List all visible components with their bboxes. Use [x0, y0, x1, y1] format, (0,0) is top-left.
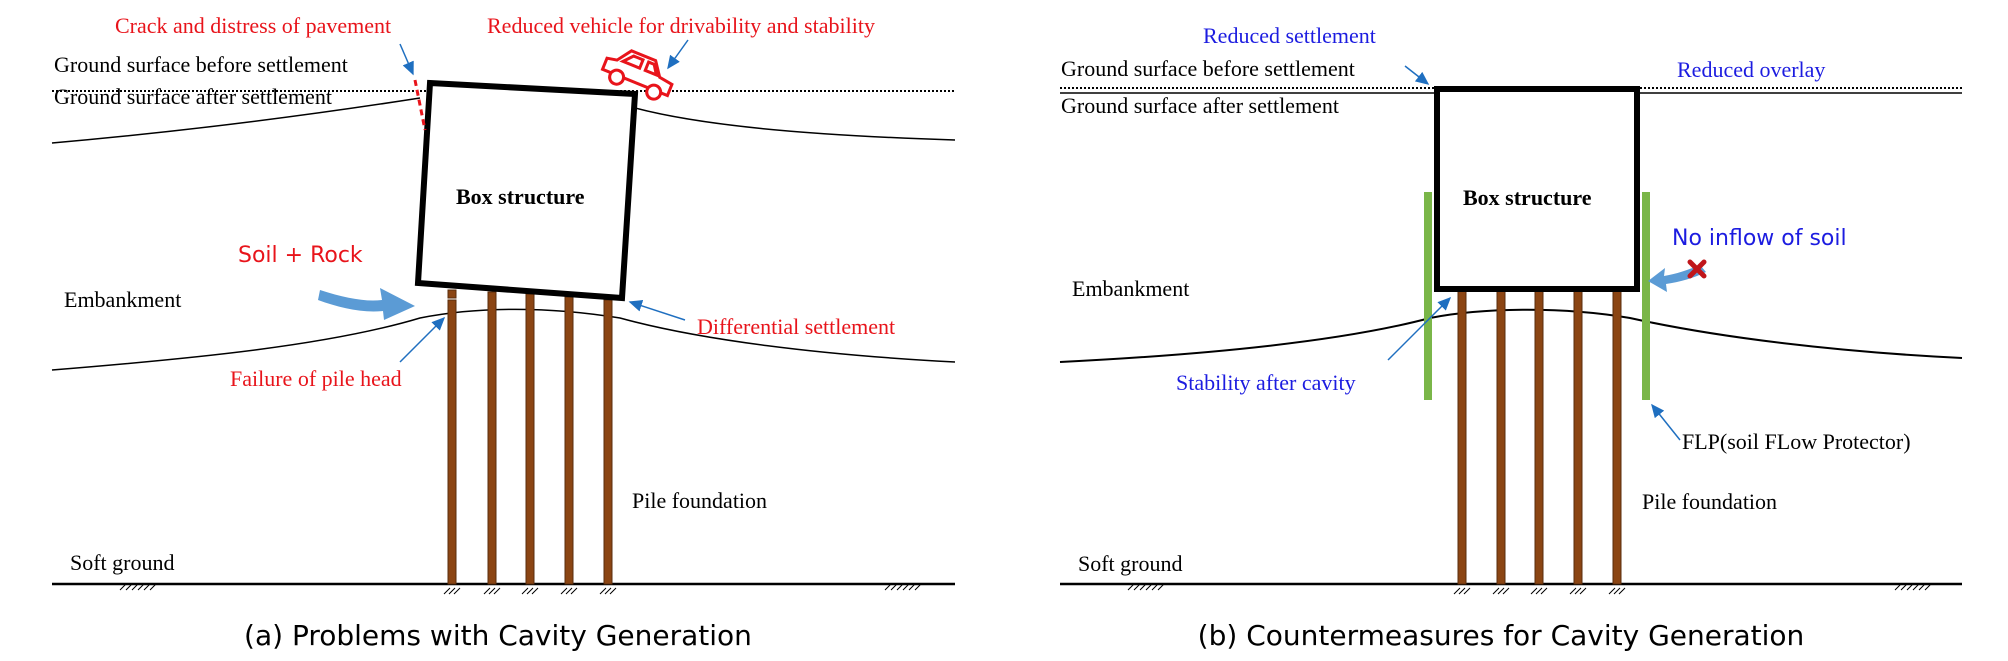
- soft-ground-label-a: Soft ground: [70, 550, 175, 575]
- ground-before-label-a: Ground surface before settlement: [54, 52, 348, 77]
- pile: [1573, 289, 1583, 585]
- reduced-settlement-label: Reduced settlement: [1203, 23, 1376, 48]
- flp-right: [1642, 192, 1650, 400]
- cross-icon: [1687, 259, 1707, 279]
- pile: [525, 293, 535, 585]
- box-structure-a: [414, 79, 639, 302]
- reduced-overlay-label: Reduced overlay: [1677, 57, 1825, 82]
- pile: [1534, 289, 1544, 585]
- ground-after-line-a: [51, 97, 956, 144]
- pile-head-broken: [447, 289, 457, 299]
- ground-before-label-b: Ground surface before settlement: [1061, 56, 1355, 81]
- embankment-label-a: Embankment: [64, 287, 181, 312]
- reduced-settlement-pointer: [1404, 65, 1430, 85]
- pile-toe-hatch-b: [1453, 587, 1626, 595]
- flp-pointer: [1651, 403, 1681, 441]
- ground-after-label-a: Ground surface after settlement: [54, 84, 332, 109]
- vehicle-label: Reduced vehicle for drivability and stab…: [487, 13, 875, 38]
- piles-a: [447, 289, 613, 585]
- pile-foundation-label-a: Pile foundation: [632, 488, 767, 513]
- differential-pointer: [628, 300, 686, 321]
- pile: [564, 296, 574, 585]
- crack-label: Crack and distress of pavement: [115, 13, 391, 38]
- stability-label: Stability after cavity: [1176, 370, 1356, 395]
- embankment-label-b: Embankment: [1072, 276, 1189, 301]
- flp-left: [1424, 192, 1432, 400]
- embankment-curve-b: [1059, 308, 1963, 363]
- pile: [1496, 289, 1506, 585]
- caption-a: (a) Problems with Cavity Generation: [244, 619, 752, 652]
- box-structure-b: [1434, 86, 1640, 292]
- crack-pointer: [399, 43, 414, 76]
- soil-inflow-arrow: [318, 288, 415, 320]
- stability-pointer: [1387, 296, 1452, 361]
- box-label-b: Box structure: [1463, 185, 1592, 210]
- soft-ground-label-b: Soft ground: [1078, 551, 1183, 576]
- pile: [1457, 289, 1467, 585]
- pile-head-pointer: [399, 316, 446, 363]
- pile: [487, 291, 497, 585]
- crack-mark: [413, 79, 427, 131]
- vehicle-pointer: [667, 39, 689, 70]
- pile-foundation-label-b: Pile foundation: [1642, 489, 1777, 514]
- ground-after-label-b: Ground surface after settlement: [1061, 93, 1339, 118]
- panel-b: Reduced settlement Ground surface before…: [1059, 23, 1963, 652]
- flp-label: FLP(soil FLow Protector): [1682, 429, 1911, 454]
- piles-b: [1457, 289, 1622, 585]
- pile-toe-hatch-a: [443, 587, 617, 595]
- pile: [1612, 289, 1622, 585]
- panel-a: Ground surface before settlement Ground …: [51, 13, 956, 652]
- differential-label: Differential settlement: [697, 314, 895, 339]
- soil-rock-label: Soil + Rock: [238, 243, 363, 268]
- embankment-curve-a: [51, 308, 956, 371]
- no-inflow-label: No inflow of soil: [1672, 226, 1847, 251]
- box-label-a: Box structure: [456, 184, 585, 209]
- pile: [447, 299, 457, 585]
- caption-b: (b) Countermeasures for Cavity Generatio…: [1198, 619, 1805, 652]
- soil-hatch-a: [119, 583, 922, 591]
- pile: [603, 299, 613, 585]
- car-icon: [600, 49, 674, 101]
- soil-hatch-b: [1127, 583, 1932, 591]
- pile-head-label: Failure of pile head: [230, 366, 402, 391]
